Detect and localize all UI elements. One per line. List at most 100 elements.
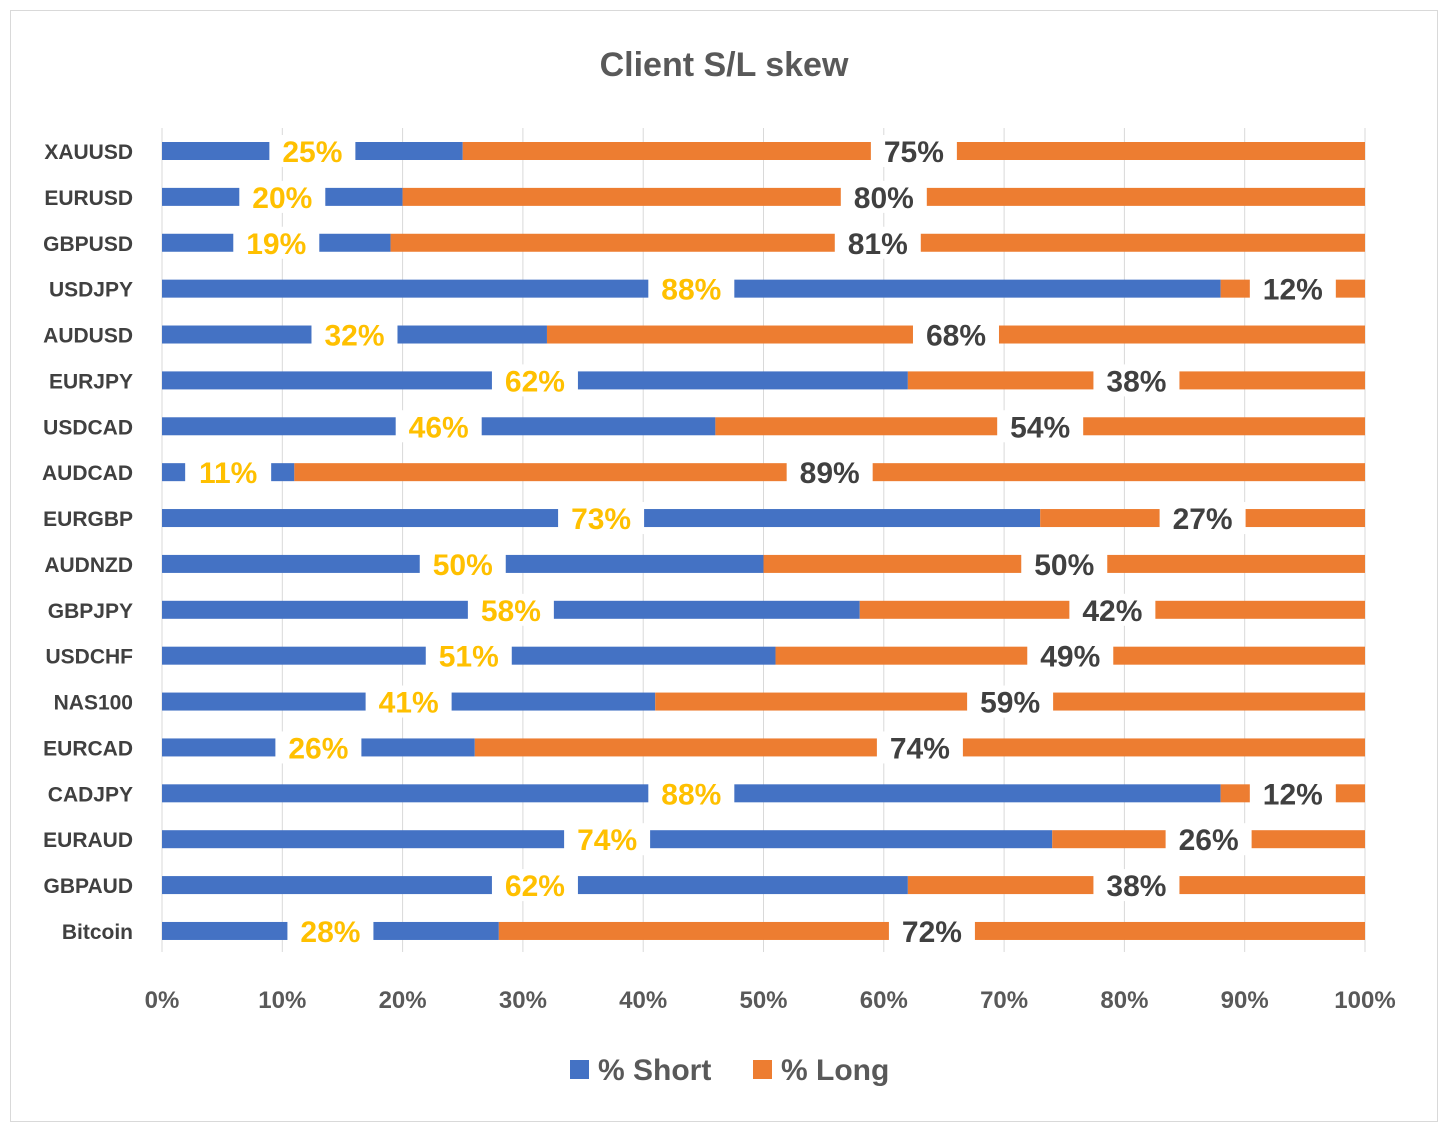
- gridlines: [161, 128, 1366, 952]
- data-label-bg: [365, 685, 452, 718]
- category-axis: XAUUSD EURUSD GBPUSD USDJPY AUDUSD EURJPY USDC…: [42, 141, 133, 944]
- data-label-long: 74%: [890, 732, 950, 765]
- data-label-short: 74%: [577, 824, 637, 857]
- x-tick-label: 100%: [1334, 987, 1395, 1014]
- data-label-long: 38%: [1106, 365, 1166, 398]
- legend-label: % Long: [781, 1054, 889, 1087]
- data-label-bg: [1069, 593, 1156, 626]
- data-label-bg: [912, 318, 999, 351]
- category-label: USDCAD: [43, 416, 133, 439]
- data-label-long: 12%: [1263, 778, 1323, 811]
- data-label-bg: [1165, 823, 1252, 856]
- data-label-long: 59%: [980, 687, 1040, 720]
- x-tick-label: 30%: [499, 987, 547, 1014]
- data-label-long: 50%: [1034, 549, 1094, 582]
- data-label-long: 42%: [1082, 595, 1142, 628]
- x-tick-label: 20%: [379, 987, 427, 1014]
- category-label: USDCHF: [46, 646, 134, 669]
- category-label: GBPAUD: [44, 875, 133, 898]
- x-tick-label: 70%: [980, 987, 1028, 1014]
- category-label: XAUUSD: [44, 141, 133, 164]
- data-label-bg: [1249, 272, 1336, 305]
- data-label-bg: [648, 777, 735, 810]
- legend-swatch: [570, 1060, 589, 1079]
- data-label-bg: [239, 180, 326, 213]
- category-label: EURJPY: [49, 370, 133, 393]
- data-label-short: 28%: [300, 916, 360, 949]
- data-label-bg: [287, 914, 374, 947]
- data-label-bg: [997, 410, 1084, 443]
- x-tick-label: 0%: [145, 987, 180, 1014]
- data-label-long: 27%: [1173, 503, 1233, 536]
- category-label: GBPJPY: [48, 600, 133, 623]
- data-label-bg: [419, 547, 506, 580]
- category-label: AUDCAD: [42, 462, 133, 485]
- data-label-short: 11%: [199, 457, 257, 490]
- data-label-bg: [876, 731, 963, 764]
- category-label: EURUSD: [44, 187, 133, 210]
- data-label-bg: [491, 364, 578, 397]
- data-label-bg: [1027, 639, 1114, 672]
- data-label-bg: [1021, 547, 1108, 580]
- data-label-short: 20%: [252, 182, 312, 215]
- data-label-bg: [467, 593, 554, 626]
- data-label-bg: [786, 456, 873, 489]
- data-label-long: 81%: [848, 228, 908, 261]
- legend-swatch: [753, 1060, 772, 1079]
- data-label-bg: [558, 502, 645, 535]
- data-label-bg: [564, 823, 651, 856]
- category-label: GBPUSD: [43, 233, 133, 256]
- data-label-short: 32%: [324, 320, 384, 353]
- category-label: USDJPY: [49, 279, 133, 302]
- data-label-short: 19%: [246, 228, 306, 261]
- data-label-short: 25%: [282, 136, 342, 169]
- data-label-bg: [888, 914, 975, 947]
- data-label-long: 26%: [1179, 824, 1239, 857]
- data-label-long: 75%: [884, 136, 944, 169]
- data-label-bg: [1159, 502, 1246, 535]
- data-label-short: 62%: [505, 365, 565, 398]
- chart-title: Client S/L skew: [600, 46, 849, 84]
- data-label-short: 58%: [481, 595, 541, 628]
- data-label-bg: [870, 135, 957, 167]
- data-label-long: 54%: [1010, 411, 1070, 444]
- legend-label: % Short: [598, 1054, 711, 1087]
- data-label-short: 46%: [409, 411, 469, 444]
- data-label-long: 68%: [926, 320, 986, 353]
- category-label: EURGBP: [43, 508, 133, 531]
- data-label-bg: [967, 685, 1054, 718]
- x-tick-label: 10%: [258, 987, 306, 1014]
- data-label-short: 50%: [433, 549, 493, 582]
- data-label-short: 73%: [571, 503, 631, 536]
- x-tick-label: 50%: [739, 987, 787, 1014]
- data-label-bg: [840, 180, 927, 213]
- data-label-bg: [233, 226, 320, 259]
- data-label-short: 62%: [505, 870, 565, 903]
- x-tick-label: 90%: [1221, 987, 1269, 1014]
- data-label-bg: [395, 410, 482, 443]
- data-label-short: 41%: [379, 687, 439, 720]
- category-label: EURCAD: [43, 737, 133, 760]
- category-label: NAS100: [54, 692, 133, 715]
- data-label-bg: [269, 135, 356, 167]
- data-label-long: 89%: [800, 457, 860, 490]
- legend: % Short % Long: [570, 1054, 889, 1087]
- data-label-bg: [648, 272, 735, 305]
- data-label-bg: [185, 456, 272, 489]
- data-label-long: 72%: [902, 916, 962, 949]
- x-tick-label: 80%: [1100, 987, 1148, 1014]
- data-label-bg: [425, 639, 512, 672]
- data-label-long: 80%: [854, 182, 914, 215]
- category-label: EURAUD: [43, 829, 133, 852]
- category-label: CADJPY: [48, 783, 133, 806]
- value-axis: 0% 10% 20% 30% 40% 50% 60% 70% 80% 90% 100%: [145, 987, 1396, 1014]
- data-label-long: 38%: [1106, 870, 1166, 903]
- data-label-long: 49%: [1040, 641, 1100, 674]
- data-label-long: 12%: [1263, 274, 1323, 307]
- bars: 25% 75% 20% 80% 19% 81% 88% 12% 32% 68% 62% 38% 46% 5…: [162, 135, 1366, 949]
- data-label-short: 26%: [288, 732, 348, 765]
- data-label-bg: [311, 318, 398, 351]
- x-tick-label: 40%: [619, 987, 667, 1014]
- data-label-bg: [1093, 869, 1180, 902]
